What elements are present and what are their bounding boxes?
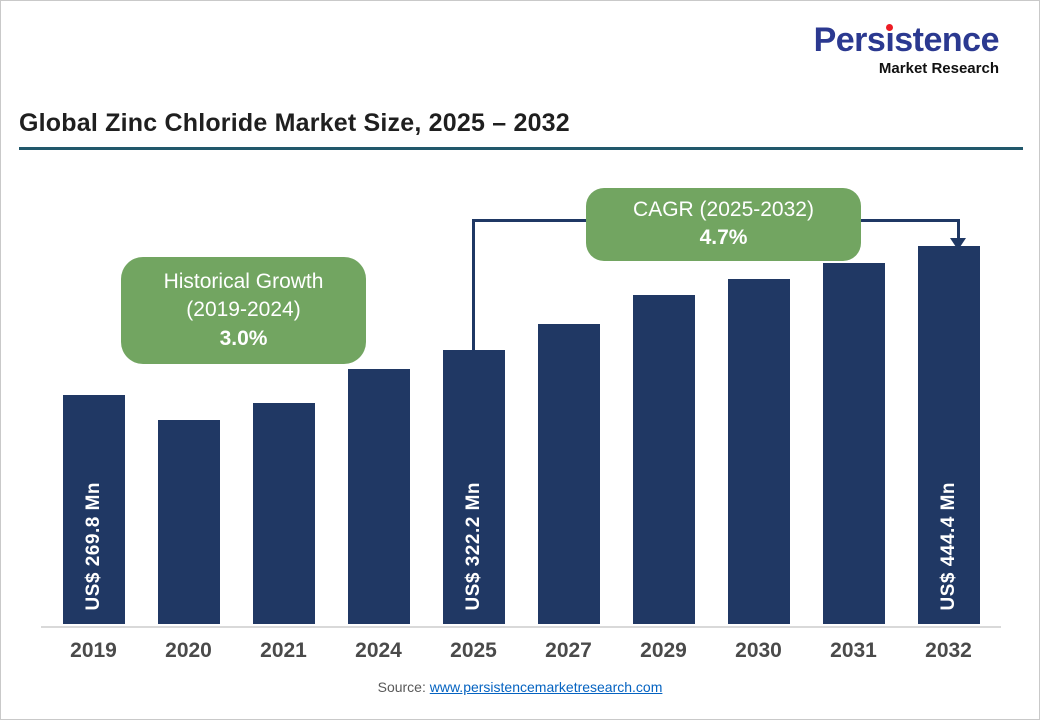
cagr-line1: CAGR (2025-2032) — [633, 198, 814, 221]
connector-line-vertical-2025 — [472, 219, 475, 352]
logo: Persıstence Market Research — [813, 21, 1000, 77]
arrow-down-icon — [950, 238, 966, 250]
bar-2029 — [632, 295, 695, 624]
bar-2021 — [252, 403, 315, 624]
x-axis-label-2025: 2025 — [450, 639, 497, 662]
historical-growth-line2: (2019-2024) — [186, 298, 301, 322]
logo-red-dot-i: ı — [885, 21, 895, 59]
bar-slot — [331, 244, 426, 624]
x-axis-label-2030: 2030 — [735, 639, 782, 662]
source-label: Source: — [377, 679, 426, 695]
x-axis-baseline — [41, 626, 1001, 628]
cagr-value: 4.7% — [699, 226, 748, 250]
source-note: Source: www.persistencemarketresearch.co… — [1, 679, 1039, 695]
historical-growth-line1: Historical Growth — [163, 270, 324, 293]
bar-slot: US$ 322.2 Mn — [426, 244, 521, 624]
bar-slot: US$ 444.4 Mn — [901, 244, 996, 624]
connector-line-vertical-2032 — [957, 219, 960, 239]
bar-2019: US$ 269.8 Mn — [62, 395, 125, 624]
x-axis-label-2021: 2021 — [260, 639, 307, 662]
bar-value-label: US$ 444.4 Mn — [937, 481, 959, 611]
historical-growth-value: 3.0% — [219, 326, 268, 350]
bar-slot — [141, 244, 236, 624]
title-underline — [19, 147, 1023, 150]
bar-2024 — [347, 369, 410, 624]
bar-value-label: US$ 322.2 Mn — [462, 481, 484, 611]
x-axis-label-2031: 2031 — [830, 639, 877, 662]
bar-slot — [806, 244, 901, 624]
x-axis-label-2019: 2019 — [70, 639, 117, 662]
logo-tagline: Market Research — [878, 59, 999, 77]
logo-brand: Persıstence — [813, 21, 1000, 59]
x-axis-label-2032: 2032 — [925, 639, 972, 662]
bar-slot — [521, 244, 616, 624]
bar-2025: US$ 322.2 Mn — [442, 350, 505, 624]
bar-slot: US$ 269.8 Mn — [46, 244, 141, 624]
cagr-callout: CAGR (2025-2032) 4.7% — [586, 188, 861, 261]
bar-2032: US$ 444.4 Mn — [917, 246, 980, 624]
bar-slot — [616, 244, 711, 624]
x-axis-label-2027: 2027 — [545, 639, 592, 662]
bar-2020 — [157, 420, 220, 624]
historical-growth-callout: Historical Growth (2019-2024) 3.0% — [121, 257, 366, 365]
bar-slot — [711, 244, 806, 624]
page-title: Global Zinc Chloride Market Size, 2025 –… — [19, 109, 570, 137]
x-axis-label-2024: 2024 — [355, 639, 402, 662]
bar-slot — [236, 244, 331, 624]
x-axis-label-2020: 2020 — [165, 639, 212, 662]
bar-2027 — [537, 324, 600, 624]
source-link[interactable]: www.persistencemarketresearch.com — [429, 679, 663, 695]
bar-value-label: US$ 269.8 Mn — [82, 481, 104, 611]
bar-2031 — [822, 263, 885, 624]
x-axis-label-2029: 2029 — [640, 639, 687, 662]
x-axis: 2019 2020 2021 2024 2025 2027 2029 2030 2031 2032 — [46, 639, 996, 663]
bar-2030 — [727, 279, 790, 624]
bar-chart: US$ 269.8 Mn US$ 322.2 Mn US$ 444.4 Mn — [46, 244, 996, 624]
